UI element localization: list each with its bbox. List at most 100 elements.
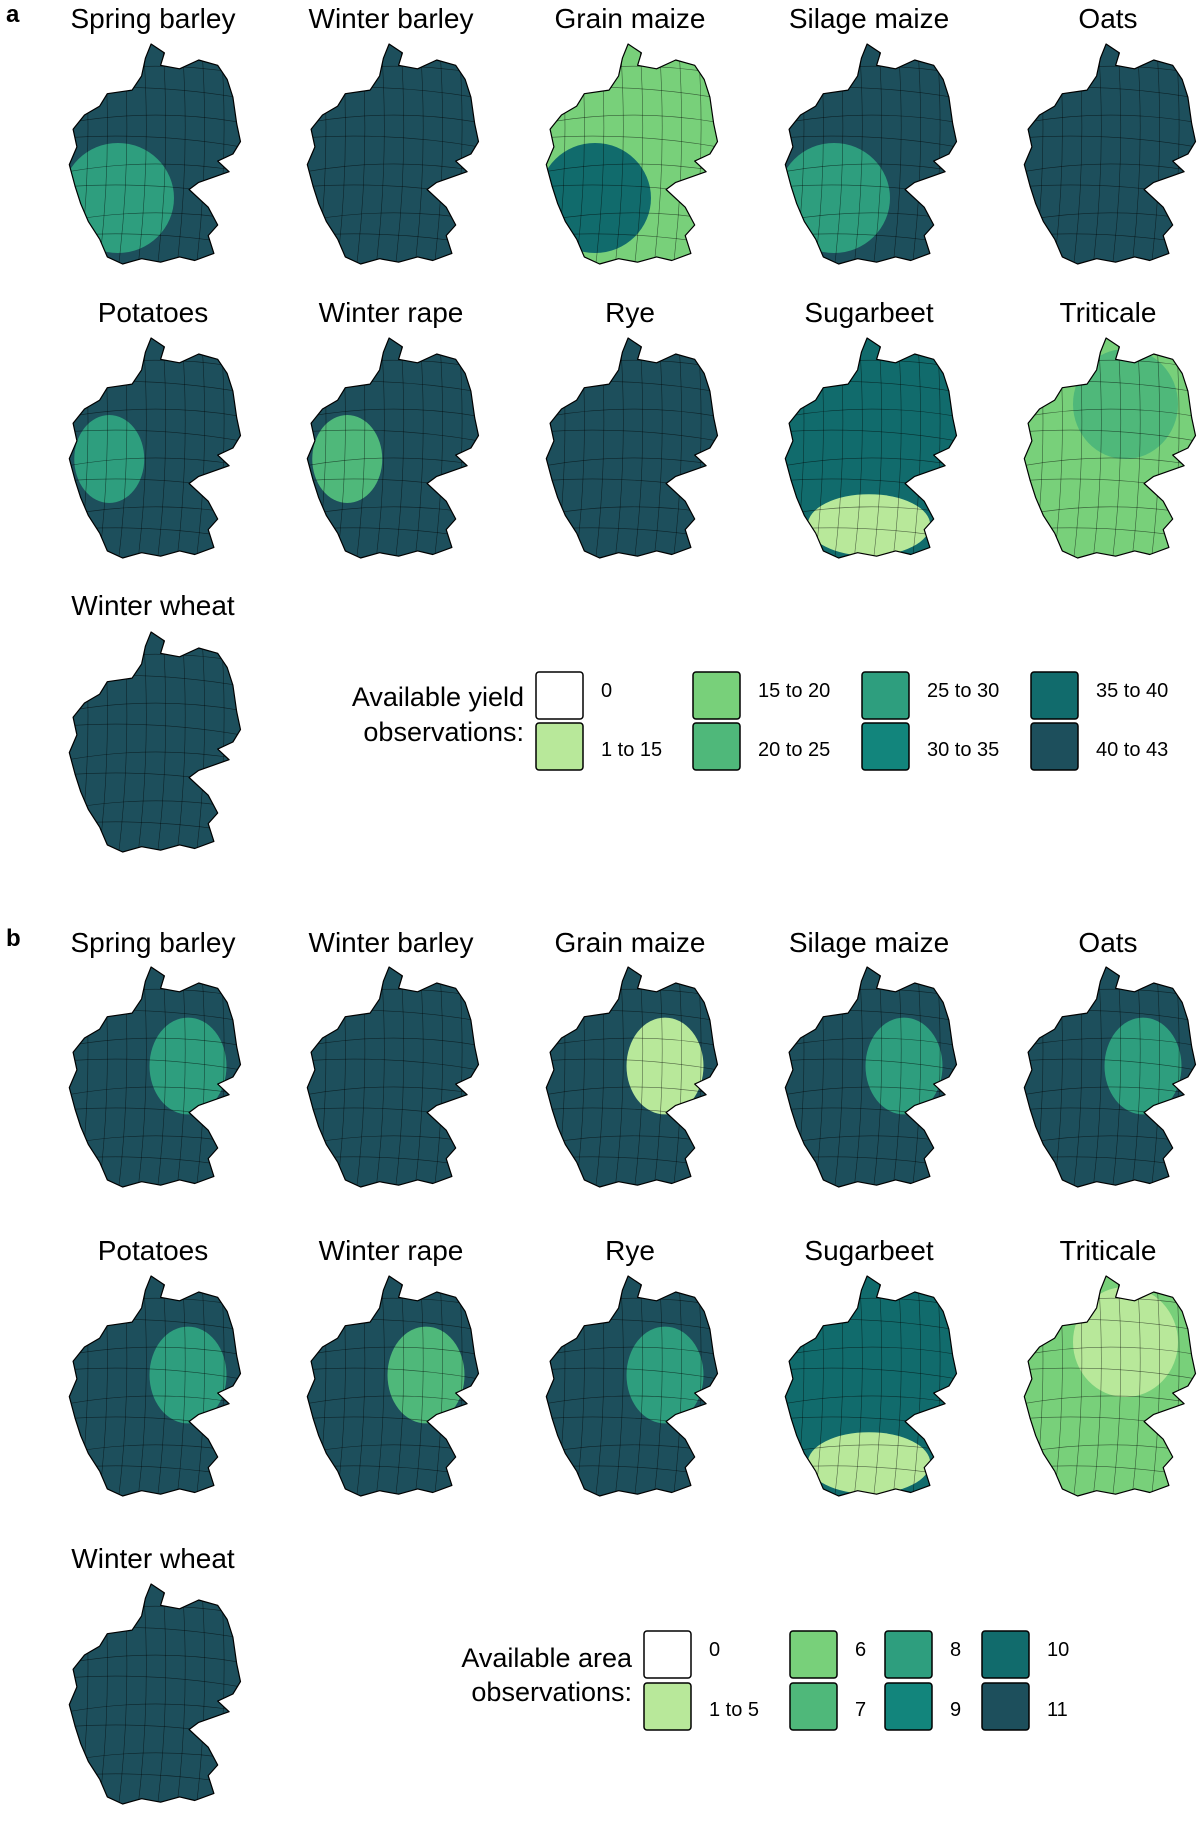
- map-fill: [307, 967, 479, 1187]
- district-line: [912, 1276, 921, 1496]
- map-patch: [1073, 349, 1178, 459]
- district-line: [653, 967, 663, 1187]
- district-line: [614, 967, 624, 1187]
- map-border: [545, 1275, 719, 1497]
- district-line: [1024, 135, 1196, 148]
- map-border: [68, 1275, 242, 1497]
- map-border: [306, 337, 480, 559]
- district-line: [1024, 457, 1196, 467]
- district-line: [69, 1346, 241, 1356]
- germany-map: [68, 631, 242, 853]
- legend-label: 7: [855, 1699, 866, 1721]
- district-line: [1024, 408, 1196, 418]
- map-patch: [149, 1017, 227, 1115]
- district-line: [1024, 1086, 1196, 1096]
- district-line: [157, 1584, 167, 1804]
- district-line: [614, 1276, 624, 1496]
- district-line: [785, 457, 957, 467]
- district-line: [634, 44, 644, 264]
- district-line: [69, 1675, 241, 1688]
- germany-map: [784, 1275, 958, 1497]
- legend-label: 30 to 35: [927, 739, 999, 761]
- map-patch: [807, 1432, 931, 1494]
- legend-swatch: [692, 671, 741, 720]
- map-border: [784, 337, 958, 559]
- district-line: [395, 44, 405, 264]
- map-border: [68, 631, 242, 853]
- legend-swatch: [1030, 671, 1079, 720]
- district-line: [546, 1058, 718, 1071]
- map-title: Silage maize: [789, 3, 949, 34]
- district-line: [912, 338, 921, 558]
- map-border: [306, 1275, 480, 1497]
- district-line: [69, 457, 241, 467]
- legend-swatch: [692, 722, 741, 771]
- district-line: [653, 44, 663, 264]
- germany-map: [784, 43, 958, 265]
- map-border: [68, 1583, 242, 1805]
- district-line: [69, 723, 241, 736]
- district-line: [176, 967, 186, 1187]
- map-title: Potatoes: [98, 297, 209, 328]
- legend-title: Available yield: [352, 682, 524, 712]
- district-line: [69, 135, 241, 148]
- district-line: [1131, 1276, 1141, 1496]
- district-line: [1092, 1276, 1102, 1496]
- map-title: Sugarbeet: [804, 1235, 933, 1266]
- district-line: [912, 44, 921, 264]
- district-line: [137, 1584, 147, 1804]
- district-line: [157, 44, 167, 264]
- district-line: [673, 967, 682, 1187]
- district-line: [785, 429, 957, 442]
- legend-swatch: [861, 722, 910, 771]
- legend-label: 0: [601, 680, 612, 702]
- map-title: Grain maize: [555, 3, 706, 34]
- map-fill: [307, 44, 479, 264]
- district-line: [69, 114, 241, 124]
- germany-map: [545, 337, 719, 559]
- germany-map: [68, 1275, 242, 1497]
- map-patch: [626, 1326, 704, 1424]
- district-line: [434, 338, 443, 558]
- legend-label: 1 to 5: [709, 1699, 759, 1721]
- district-line: [307, 114, 479, 124]
- map-title: Winter barley: [309, 3, 474, 34]
- district-line: [176, 338, 186, 558]
- map-title: Winter wheat: [71, 1543, 235, 1574]
- district-line: [434, 967, 443, 1187]
- map-title: Triticale: [1060, 1235, 1157, 1266]
- district-line: [853, 44, 863, 264]
- district-line: [196, 1584, 205, 1804]
- district-line: [653, 338, 663, 558]
- district-line: [434, 1276, 443, 1496]
- legend-label: 40 to 43: [1096, 739, 1168, 761]
- map-border: [1023, 1275, 1197, 1497]
- legend-label: 1 to 15: [601, 739, 662, 761]
- district-line: [546, 1367, 718, 1380]
- district-line: [137, 632, 147, 852]
- germany-map: [1023, 966, 1197, 1188]
- legend-swatch: [535, 671, 584, 720]
- map-title: Winter rape: [319, 1235, 464, 1266]
- map-title: Grain maize: [555, 927, 706, 958]
- district-line: [1151, 1276, 1160, 1496]
- district-line: [69, 1037, 241, 1047]
- germany-map: [1023, 337, 1197, 559]
- germany-map: [68, 966, 242, 1188]
- district-line: [157, 338, 167, 558]
- legend-label: 0: [709, 1639, 720, 1661]
- legend-label: 10: [1047, 1639, 1069, 1661]
- district-line: [157, 1276, 167, 1496]
- district-line: [157, 967, 167, 1187]
- district-line: [69, 751, 241, 761]
- district-line: [634, 338, 644, 558]
- district-line: [307, 1058, 479, 1071]
- district-line: [176, 1584, 186, 1804]
- legend-swatch: [981, 1630, 1030, 1679]
- district-line: [395, 1276, 405, 1496]
- district-line: [434, 44, 443, 264]
- district-line: [853, 1276, 863, 1496]
- legend-label: 20 to 25: [758, 739, 830, 761]
- district-line: [1131, 967, 1141, 1187]
